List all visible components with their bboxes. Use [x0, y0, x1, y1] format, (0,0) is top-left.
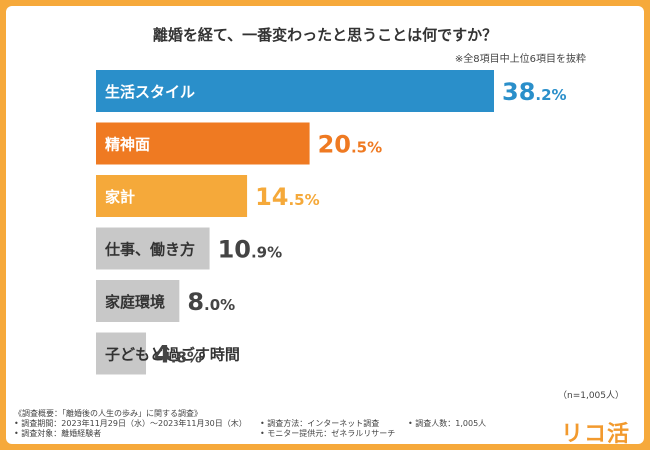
- chart-title: 離婚を経て、一番変わったと思うことは何ですか？: [152, 26, 498, 44]
- bar-6: [96, 332, 147, 375]
- value-label-3: 14.5%: [255, 183, 320, 211]
- value-label-5: 8.0%: [187, 288, 235, 316]
- bar-3: [96, 175, 248, 217]
- value-label-1: 38.2%: [502, 78, 567, 106]
- survey-heading: 《調査概要：「離婚後の人生の歩み」に関する調査》: [14, 409, 202, 418]
- value-label-4: 10.9%: [218, 236, 283, 264]
- category-label-2: 精神面: [105, 136, 150, 154]
- chart-note: ※全8項目中上位6項目を抜粋: [454, 54, 586, 65]
- chart-card: 離婚を経て、一番変わったと思うことは何ですか？ ※全8項目中上位6項目を抜粋 生…: [6, 6, 644, 447]
- category-label-1: 生活スタイル: [105, 83, 195, 101]
- survey-method: • 調査方法：インターネット調査: [260, 419, 380, 428]
- bar-2: [96, 122, 310, 165]
- bar-5: [96, 280, 180, 322]
- category-label-6: 子どもと過ごす時間: [105, 346, 240, 364]
- sample-size: （n=1,005人）: [557, 391, 624, 401]
- survey-provider: • モニター提供元：ゼネラルリサーチ: [260, 429, 396, 438]
- category-label-5: 家庭環境: [105, 293, 165, 311]
- bar-1: [96, 70, 494, 112]
- value-label-6: 4.8%: [154, 341, 202, 369]
- bar-4: [96, 227, 210, 270]
- survey-period: • 調査期間：2023年11月29日（水）～2023年11月30日（木）: [14, 419, 247, 428]
- survey-count: • 調査人数：1,005人: [408, 419, 487, 428]
- bar-chart: 生活スタイル 38.2% 精神面 20.5% 家計 14.5% 仕事、働き方 10.9% 家庭環…: [96, 70, 567, 375]
- category-label-3: 家計: [105, 188, 135, 206]
- value-label-2: 20.5%: [318, 131, 383, 159]
- brand-logo: リコ活: [560, 422, 630, 447]
- category-label-4: 仕事、働き方: [104, 241, 195, 259]
- survey-target: • 調査対象：離婚経験者: [14, 429, 102, 438]
